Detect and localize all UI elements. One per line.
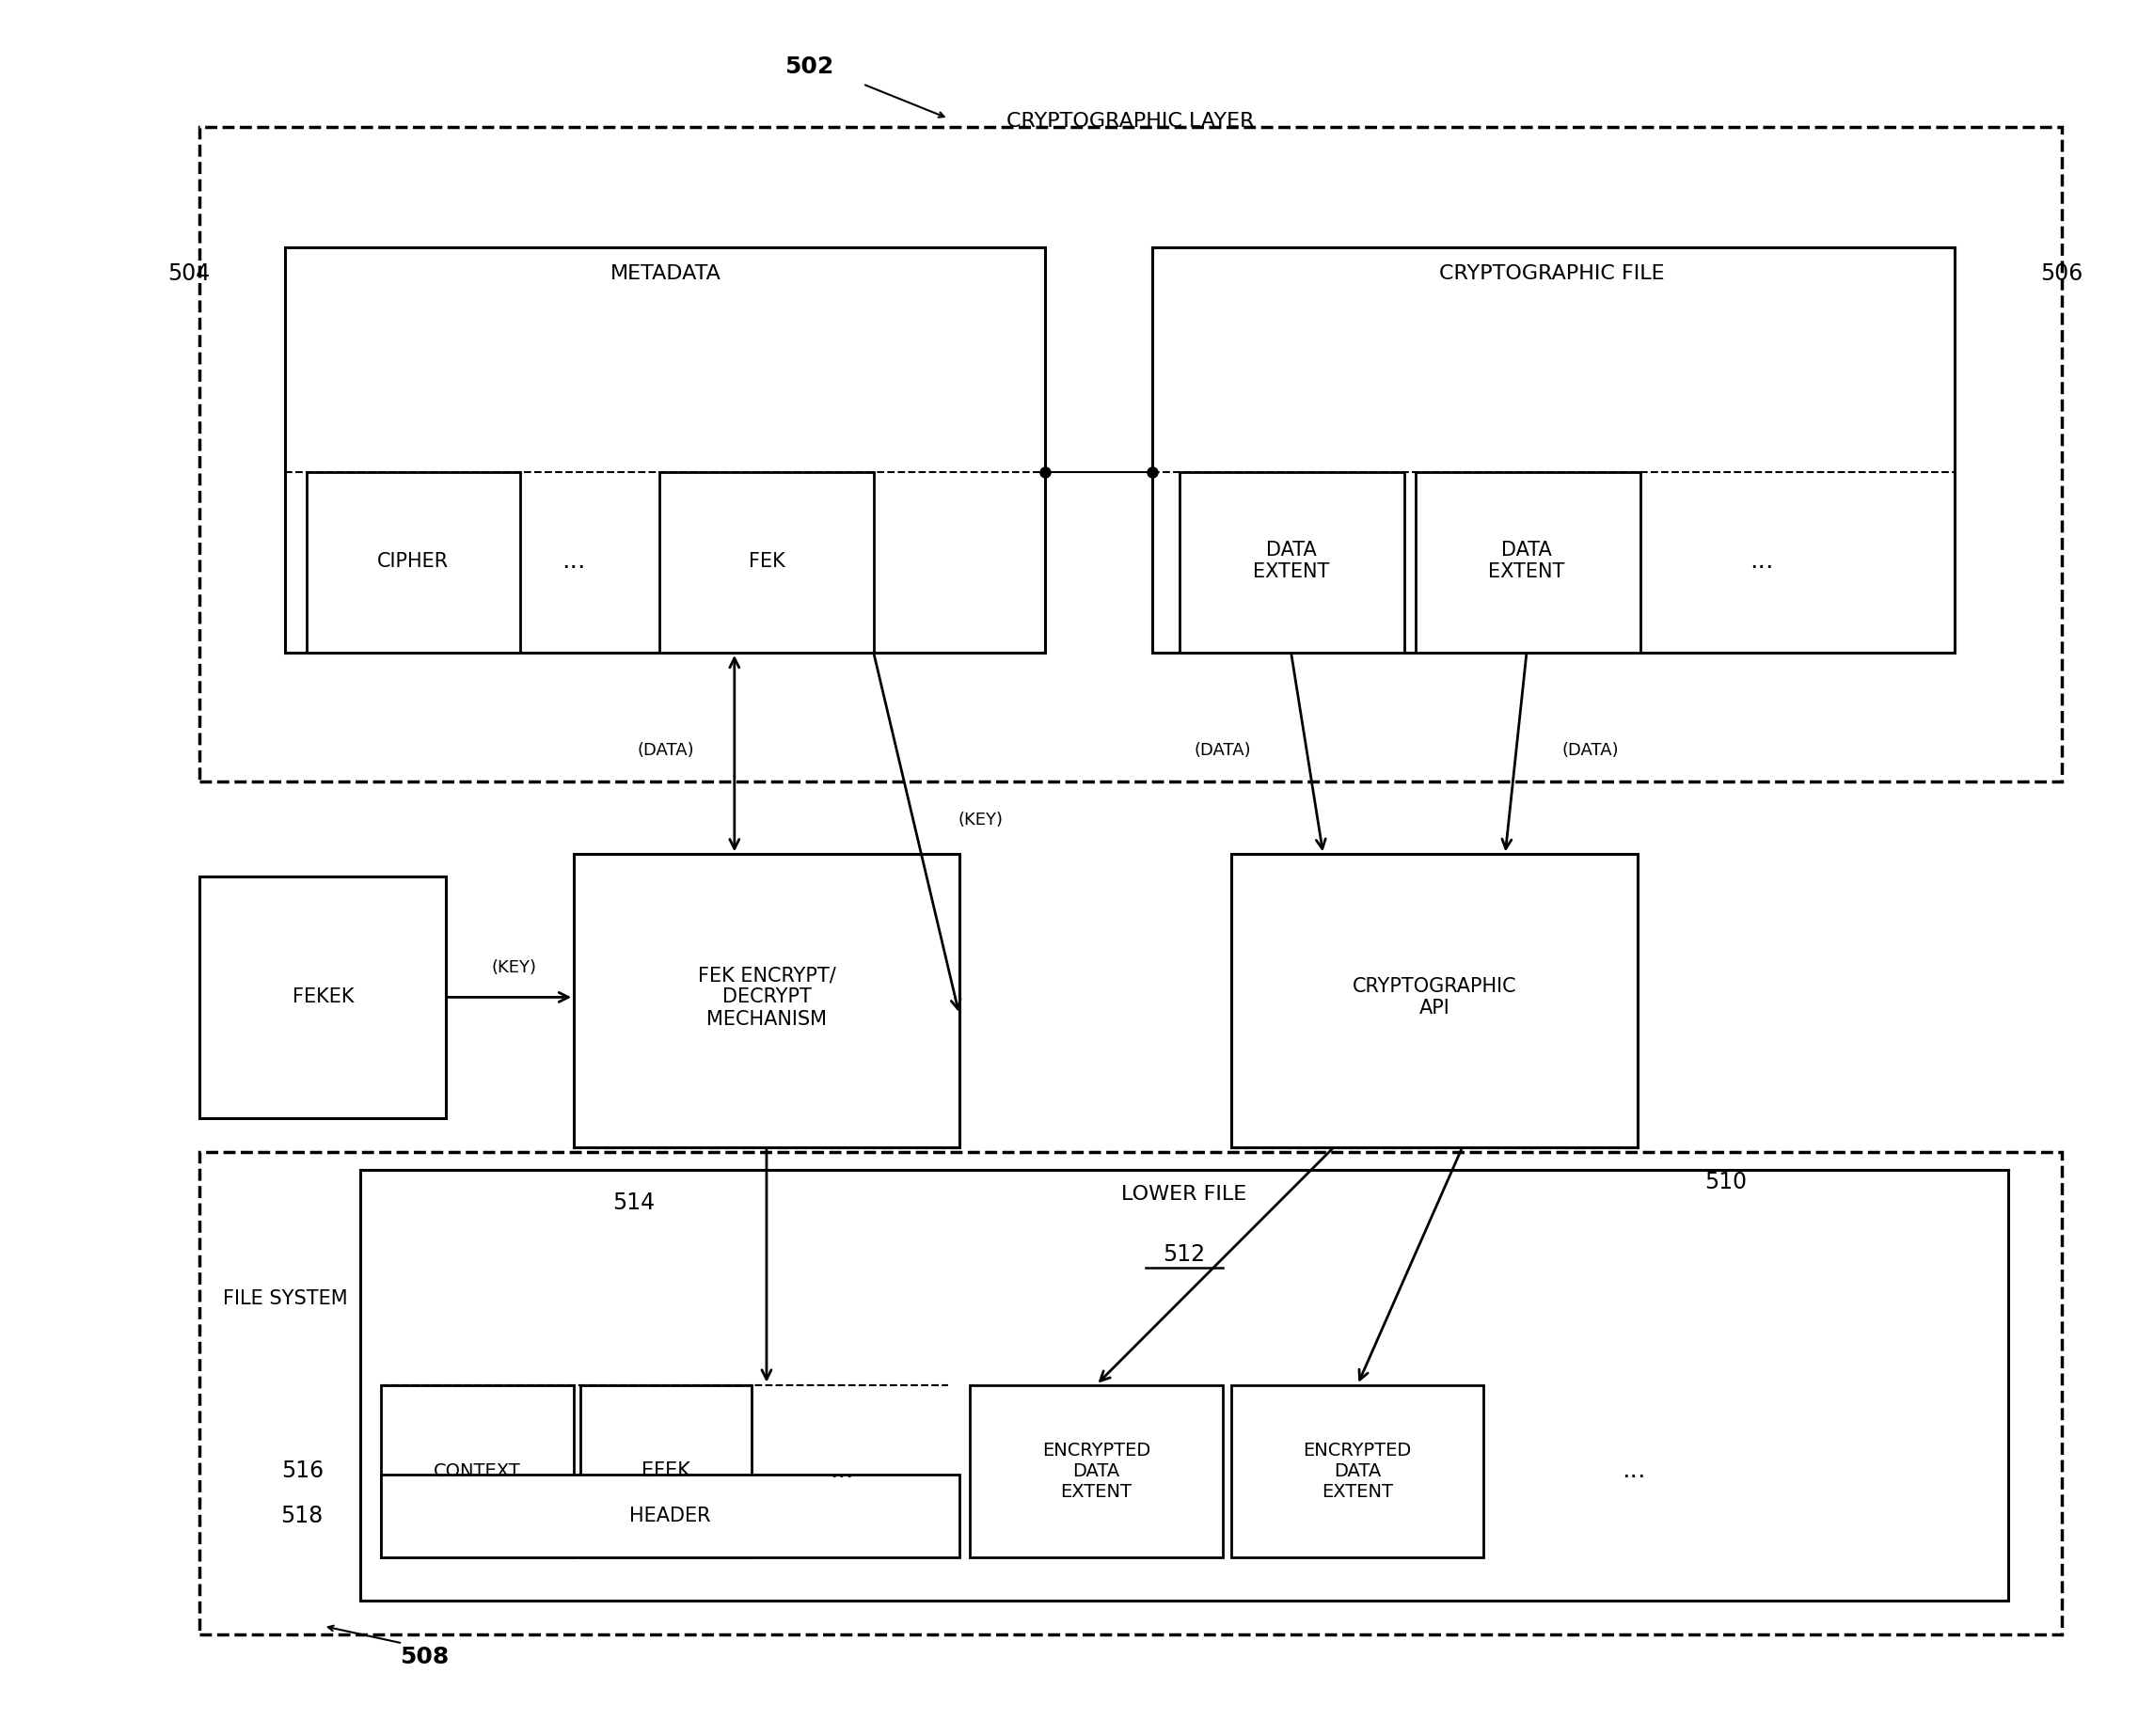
FancyBboxPatch shape (1232, 1385, 1484, 1557)
Text: HEADER: HEADER (629, 1507, 711, 1526)
Text: LOWER FILE: LOWER FILE (1122, 1186, 1247, 1205)
Text: CIPHER: CIPHER (377, 552, 450, 571)
Text: CONTEXT: CONTEXT (433, 1462, 521, 1481)
Text: (DATA): (DATA) (638, 743, 694, 759)
Text: ...: ... (1622, 1458, 1646, 1483)
FancyBboxPatch shape (198, 877, 446, 1118)
Text: ENCRYPTED
DATA
EXTENT: ENCRYPTED DATA EXTENT (1043, 1441, 1150, 1500)
Text: ENCRYPTED
DATA
EXTENT: ENCRYPTED DATA EXTENT (1303, 1441, 1411, 1500)
FancyBboxPatch shape (1232, 854, 1637, 1147)
Text: ...: ... (829, 1458, 853, 1483)
Text: FEK ENCRYPT/
DECRYPT
MECHANISM: FEK ENCRYPT/ DECRYPT MECHANISM (698, 965, 836, 1028)
Text: 510: 510 (1704, 1172, 1747, 1194)
Text: 508: 508 (398, 1646, 448, 1668)
FancyBboxPatch shape (579, 1385, 752, 1557)
Text: FEKEK: FEKEK (293, 988, 353, 1007)
Text: (KEY): (KEY) (491, 960, 536, 976)
Text: CRYPTOGRAPHIC LAYER: CRYPTOGRAPHIC LAYER (1006, 111, 1254, 130)
FancyBboxPatch shape (284, 248, 1045, 653)
FancyBboxPatch shape (969, 1385, 1223, 1557)
FancyBboxPatch shape (198, 1153, 2061, 1635)
Text: CRYPTOGRAPHIC FILE: CRYPTOGRAPHIC FILE (1439, 264, 1665, 283)
Text: 506: 506 (2040, 262, 2083, 285)
Text: ...: ... (1749, 549, 1775, 573)
FancyBboxPatch shape (659, 472, 875, 653)
Text: 514: 514 (612, 1193, 655, 1215)
Text: (KEY): (KEY) (959, 811, 1004, 828)
FancyBboxPatch shape (381, 1474, 959, 1557)
Text: DATA
EXTENT: DATA EXTENT (1488, 542, 1564, 582)
Text: EFEK: EFEK (642, 1462, 689, 1481)
FancyBboxPatch shape (573, 854, 959, 1147)
Text: CRYPTOGRAPHIC
API: CRYPTOGRAPHIC API (1353, 977, 1516, 1017)
Text: 512: 512 (1163, 1243, 1206, 1266)
FancyBboxPatch shape (1415, 472, 1639, 653)
Text: METADATA: METADATA (610, 264, 722, 283)
Text: 502: 502 (784, 56, 834, 78)
Text: (DATA): (DATA) (1193, 743, 1251, 759)
Text: FEK: FEK (747, 552, 784, 571)
FancyBboxPatch shape (198, 127, 2061, 781)
FancyBboxPatch shape (360, 1170, 2008, 1601)
Text: DATA
EXTENT: DATA EXTENT (1254, 542, 1329, 582)
Text: 504: 504 (168, 262, 209, 285)
Text: (DATA): (DATA) (1562, 743, 1620, 759)
Text: 518: 518 (280, 1505, 323, 1528)
Text: ...: ... (562, 549, 586, 573)
Text: FILE SYSTEM: FILE SYSTEM (222, 1290, 347, 1309)
Text: 516: 516 (280, 1460, 323, 1483)
FancyBboxPatch shape (381, 1385, 573, 1557)
FancyBboxPatch shape (1180, 472, 1404, 653)
FancyBboxPatch shape (1152, 248, 1956, 653)
FancyBboxPatch shape (306, 472, 521, 653)
